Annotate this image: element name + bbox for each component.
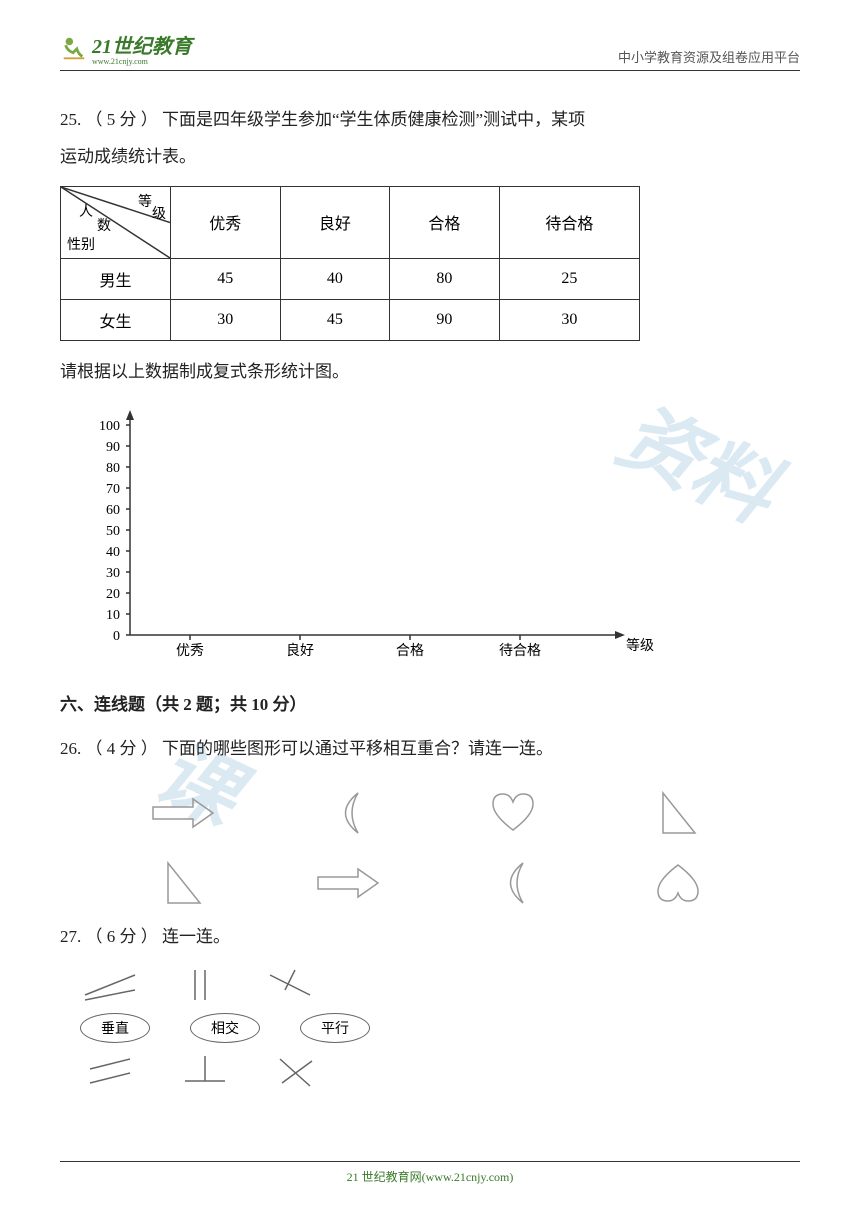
question-25: 25. （ 5 分 ） 下面是四年级学生参加“学生体质健康检测”测试中，某项 运… bbox=[60, 101, 800, 176]
q25-number: 25. bbox=[60, 110, 81, 129]
svg-text:70: 70 bbox=[106, 482, 120, 497]
question-26: 26. （ 4 分 ） 下面的哪些图形可以通过平移相互重合？请连一连。 bbox=[60, 730, 800, 767]
diag-bottom: 性别 bbox=[67, 234, 95, 254]
svg-text:优秀: 优秀 bbox=[176, 643, 204, 659]
svg-text:0: 0 bbox=[113, 629, 120, 644]
shape-heart-down-icon bbox=[643, 858, 713, 908]
svg-text:待合格: 待合格 bbox=[499, 643, 541, 659]
svg-text:20: 20 bbox=[106, 587, 120, 602]
q27-points: （ 6 分 ） bbox=[86, 927, 158, 946]
svg-text:60: 60 bbox=[106, 503, 120, 518]
row-0-label: 男生 bbox=[61, 258, 171, 299]
svg-text:100: 100 bbox=[99, 419, 120, 434]
row-1-label: 女生 bbox=[61, 299, 171, 340]
q26-number: 26. bbox=[60, 739, 81, 758]
row-0-v3: 25 bbox=[499, 258, 639, 299]
lines-cross-icon bbox=[270, 1051, 320, 1091]
question-27: 27. （ 6 分 ） 连一连。 bbox=[60, 918, 800, 955]
lines-parallel-diag-icon bbox=[80, 1051, 140, 1091]
svg-text:30: 30 bbox=[106, 566, 120, 581]
logo-text: 21世纪教育 bbox=[92, 36, 192, 58]
row-1-v3: 30 bbox=[499, 299, 639, 340]
svg-text:合格: 合格 bbox=[396, 643, 424, 659]
connect-bottom-row bbox=[80, 1051, 800, 1091]
lines-acute-icon bbox=[80, 965, 140, 1005]
shape-triangle-icon bbox=[643, 788, 713, 838]
row-1-v0: 30 bbox=[171, 299, 281, 340]
connect-section: 垂直 相交 平行 bbox=[80, 965, 800, 1091]
logo-url: www.21cnjy.com bbox=[92, 57, 192, 66]
svg-text:40: 40 bbox=[106, 545, 120, 560]
shapes-row-top bbox=[100, 788, 760, 838]
table-col-1: 良好 bbox=[280, 186, 390, 258]
row-1-v2: 90 bbox=[390, 299, 500, 340]
q25-text-2: 运动成绩统计表。 bbox=[60, 147, 196, 166]
footer-text: 21 世纪教育网(www.21cnjy.com) bbox=[347, 1170, 514, 1184]
label-perpendicular: 垂直 bbox=[80, 1013, 150, 1043]
table-col-2: 合格 bbox=[390, 186, 500, 258]
q25-points: （ 5 分 ） bbox=[86, 110, 158, 129]
row-1-v1: 45 bbox=[280, 299, 390, 340]
table-row: 女生 30 45 90 30 bbox=[61, 299, 640, 340]
svg-text:良好: 良好 bbox=[286, 643, 314, 659]
shape-triangle-icon bbox=[148, 858, 218, 908]
header-right-text: 中小学教育资源及组卷应用平台 bbox=[618, 47, 800, 66]
q26-points: （ 4 分 ） bbox=[86, 739, 158, 758]
diag-left: 人 bbox=[79, 201, 93, 221]
table-diagonal-header: 等 级 人 数 性别 bbox=[61, 186, 171, 258]
q26-text: 下面的哪些图形可以通过平移相互重合？请连一连。 bbox=[162, 739, 553, 758]
shape-arrow-icon bbox=[148, 788, 218, 838]
table-row: 男生 45 40 80 25 bbox=[61, 258, 640, 299]
connect-top-row bbox=[80, 965, 800, 1005]
svg-text:80: 80 bbox=[106, 461, 120, 476]
diag-top: 等 bbox=[138, 191, 152, 211]
page-footer: 21 世纪教育网(www.21cnjy.com) bbox=[60, 1161, 800, 1186]
lines-perpendicular-icon bbox=[180, 1051, 230, 1091]
diag-mid: 数 bbox=[97, 215, 111, 235]
q27-number: 27. bbox=[60, 927, 81, 946]
svg-text:50: 50 bbox=[106, 524, 120, 539]
section-6-title: 六、连线题（共 2 题；共 10 分） bbox=[60, 690, 800, 715]
page-header: 21世纪教育 www.21cnjy.com 中小学教育资源及组卷应用平台 bbox=[60, 30, 800, 71]
row-0-v2: 80 bbox=[390, 258, 500, 299]
logo-icon bbox=[60, 34, 88, 62]
shape-arrow-icon bbox=[313, 858, 383, 908]
shape-moon-icon bbox=[478, 858, 548, 908]
label-intersect: 相交 bbox=[190, 1013, 260, 1043]
logo: 21世纪教育 www.21cnjy.com bbox=[60, 30, 192, 66]
table-col-3: 待合格 bbox=[499, 186, 639, 258]
q25-instruction: 请根据以上数据制成复式条形统计图。 bbox=[60, 353, 800, 390]
connect-labels-row: 垂直 相交 平行 bbox=[80, 1013, 800, 1043]
svg-text:10: 10 bbox=[106, 608, 120, 623]
q25-text-1: 下面是四年级学生参加“学生体质健康检测”测试中，某项 bbox=[162, 110, 585, 129]
row-0-v1: 40 bbox=[280, 258, 390, 299]
q27-text: 连一连。 bbox=[162, 927, 230, 946]
row-0-v0: 45 bbox=[171, 258, 281, 299]
shapes-row-bottom bbox=[100, 858, 760, 908]
diag-right: 级 bbox=[152, 203, 166, 223]
shape-moon-icon bbox=[313, 788, 383, 838]
empty-bar-chart: 0 10 20 30 40 50 60 70 80 90 100 优秀 良好 合格 待合格 等级 bbox=[80, 405, 800, 670]
xaxis-label: 等级 bbox=[626, 637, 654, 654]
lines-t-icon bbox=[260, 965, 320, 1005]
label-parallel: 平行 bbox=[300, 1013, 370, 1043]
table-col-0: 优秀 bbox=[171, 186, 281, 258]
lines-parallel-vert-icon bbox=[180, 965, 220, 1005]
shape-heart-icon bbox=[478, 788, 548, 838]
svg-text:90: 90 bbox=[106, 440, 120, 455]
score-table: 等 级 人 数 性别 优秀 良好 合格 待合格 男生 45 40 80 25 女… bbox=[60, 186, 640, 341]
